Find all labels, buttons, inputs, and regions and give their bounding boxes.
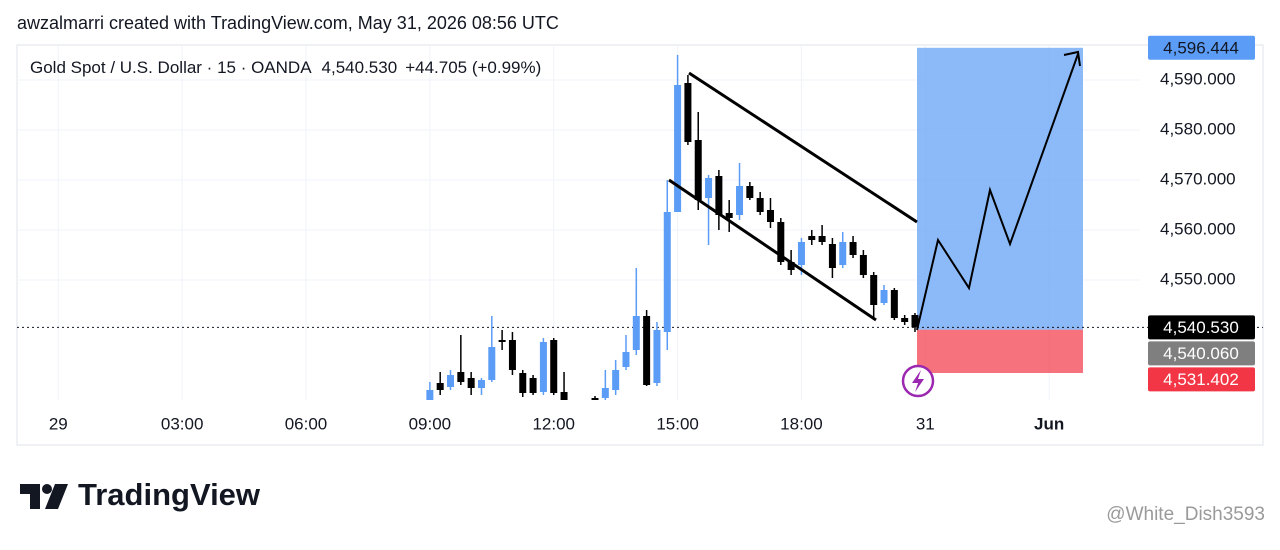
candle-body [808, 236, 816, 240]
price-tag [1148, 341, 1255, 366]
last-price: 4,540.530 [322, 58, 398, 77]
y-tick-label: 4,590.000 [1160, 69, 1236, 88]
candle-body [756, 198, 764, 212]
y-tick-label: 4,550.000 [1160, 269, 1236, 288]
channel-upper [688, 71, 918, 224]
candle-body [684, 83, 692, 142]
candle-body [601, 388, 609, 398]
x-tick-label: 12:00 [532, 414, 575, 433]
candle-body [560, 392, 568, 400]
loss-zone [917, 329, 1083, 373]
candle-body [426, 390, 434, 400]
x-tick-label: 29 [49, 414, 68, 433]
candle-body [859, 255, 867, 275]
x-tick-label: 06:00 [285, 414, 328, 433]
credit: awzalmarri created with TradingView.com,… [17, 13, 559, 33]
price-tag-label: 4,531.402 [1163, 370, 1239, 389]
profit-zone [917, 47, 1083, 330]
watermark: @White_Dish3593 [1106, 504, 1265, 525]
x-tick-label: Jun [1034, 414, 1064, 433]
candle-body [467, 378, 475, 388]
candle-body [498, 340, 506, 342]
drawings [668, 50, 1081, 331]
price-tag [1148, 367, 1255, 392]
plot: 4,550.000 4,560.000 4,570.000 4,580.000 4,59… [17, 45, 1263, 433]
candle-body [550, 340, 558, 393]
logo-mark [20, 484, 68, 509]
x-tick-label: 09:00 [409, 414, 452, 433]
candle-body [591, 398, 599, 400]
candle-body [736, 186, 744, 215]
y-tick-label: 4,560.000 [1160, 219, 1236, 238]
y-tick-label: 4,580.000 [1160, 119, 1236, 138]
candle-body [705, 178, 713, 198]
candle-body [766, 210, 774, 222]
candle-body [539, 342, 547, 392]
candle-body [488, 347, 496, 380]
candle-body [880, 290, 888, 303]
candle-body [643, 316, 651, 385]
candle-body [694, 140, 702, 200]
symbol-name: Gold Spot / U.S. Dollar · 15 · OANDA [30, 58, 312, 77]
candle-body [901, 318, 909, 322]
price-tag-label: 4,540.060 [1163, 344, 1239, 363]
price-tag [1148, 315, 1255, 340]
candle-body [828, 244, 836, 268]
candle-body [797, 242, 805, 265]
candle-body [839, 242, 847, 265]
chart-frame [16, 44, 1264, 446]
candle-body [890, 290, 898, 318]
change: +44.705 (+0.99%) [405, 58, 541, 77]
candle-body [746, 186, 754, 198]
candle-body [632, 316, 640, 350]
candle-body [725, 213, 733, 218]
candle-body [674, 85, 682, 212]
candle-body [787, 262, 795, 270]
price-tag-label: 4,596.444 [1163, 38, 1239, 57]
candle-body [870, 275, 878, 305]
candle-body [436, 383, 444, 390]
candle-body [447, 375, 455, 387]
price-tag [1148, 35, 1255, 60]
y-tick-label: 4,570.000 [1160, 169, 1236, 188]
x-tick-label: 15:00 [656, 414, 699, 433]
candle-body [818, 236, 826, 242]
candle-body [622, 352, 630, 367]
candle-body [653, 330, 661, 383]
x-tick-label: 03:00 [161, 414, 204, 433]
logo-text: TradingView [78, 477, 261, 512]
candle-body [663, 212, 671, 332]
alert-icon [901, 364, 935, 398]
candle-body [777, 222, 785, 262]
x-tick-label: 18:00 [780, 414, 823, 433]
candle-body [508, 340, 516, 370]
projection-arrow [1063, 50, 1081, 67]
projection-path [916, 53, 1079, 331]
candle-body [715, 176, 723, 215]
candle-body [849, 242, 857, 255]
candle-body [529, 378, 537, 393]
candle-body [519, 373, 527, 393]
candle-body [911, 315, 919, 328]
price-tag-label: 4,540.530 [1163, 318, 1239, 337]
symbol: Gold Spot / U.S. Dollar · 15 · OANDA 4,54… [30, 58, 541, 77]
channel-lower [668, 178, 877, 322]
candle-body [612, 370, 620, 390]
candle-body [477, 380, 485, 388]
candle-body [457, 372, 465, 382]
x-tick-label: 31 [916, 414, 935, 433]
